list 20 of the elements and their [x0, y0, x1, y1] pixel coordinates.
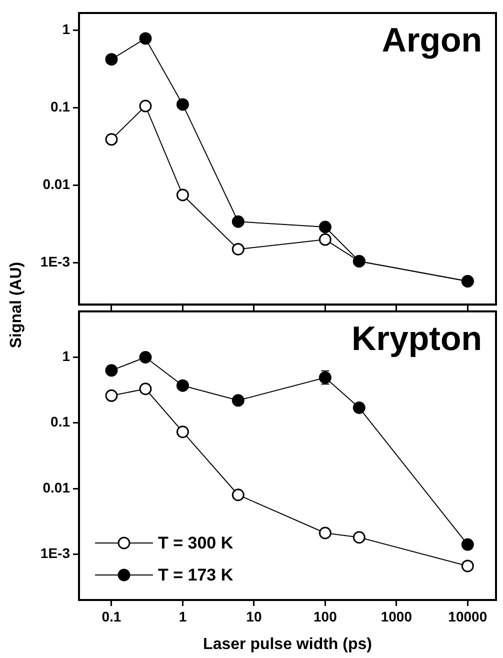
y-tick-label: 1: [62, 20, 70, 37]
y-tick-label: 0.1: [50, 98, 70, 115]
y-tick-label: 0.1: [50, 414, 70, 430]
annotation: Krypton: [352, 320, 482, 358]
y-tick-label: 0.01: [42, 479, 70, 496]
y-axis-title: Signal (AU): [8, 262, 26, 348]
x-axis-title: Laser pulse width (ps): [203, 636, 372, 653]
x-tick-label: 1000: [380, 608, 412, 624]
legend-label: T = 173 K: [158, 566, 234, 585]
x-tick-label: 10: [246, 608, 262, 624]
annotation: Argon: [382, 21, 482, 60]
x-tick-label: 100: [314, 608, 338, 624]
legend-label: T = 300 K: [158, 534, 234, 553]
y-tick-label: 1E-3: [40, 254, 70, 270]
y-tick-label: 1E-3: [40, 544, 70, 561]
x-tick-label: 1: [178, 608, 187, 624]
x-tick-label: 10000: [448, 608, 488, 624]
y-tick-label: 1: [62, 348, 70, 364]
x-tick-label: 0.1: [102, 608, 122, 624]
y-tick-label: 0.01: [42, 176, 70, 192]
